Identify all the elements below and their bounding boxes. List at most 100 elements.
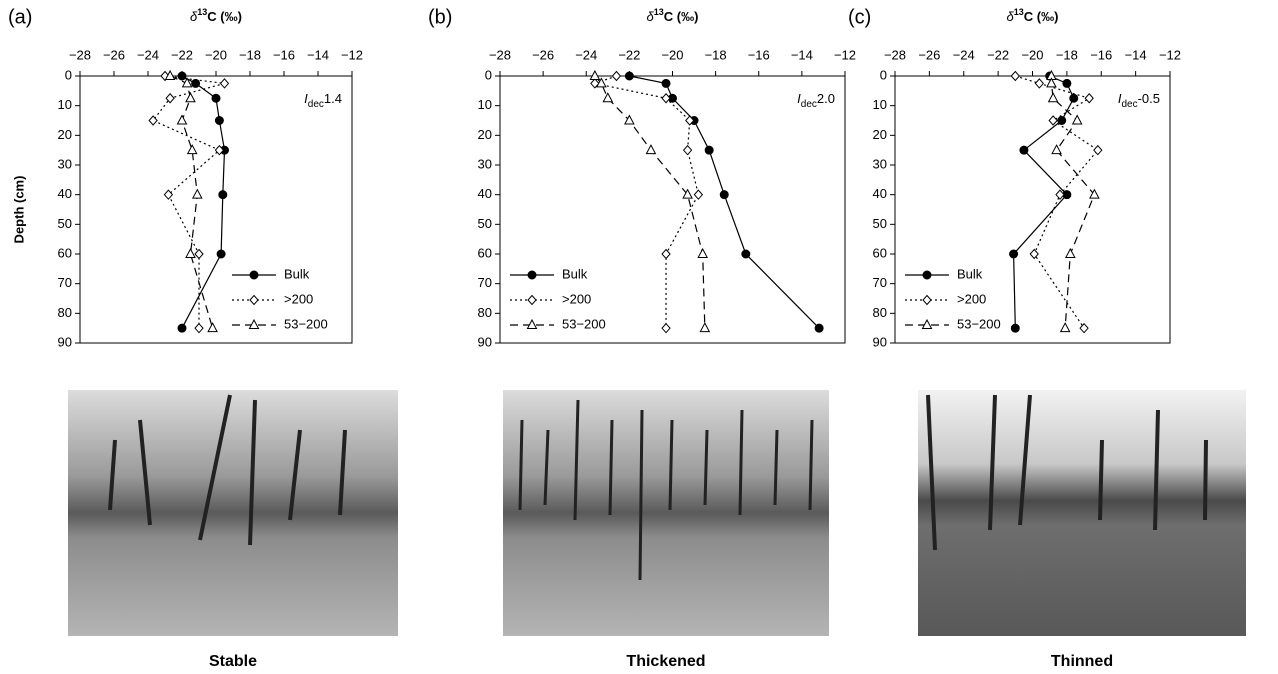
photo-caption: Thickened [626,653,705,670]
panel-label: (a) [8,6,32,28]
point [164,69,176,80]
point [1029,248,1039,260]
point [216,249,226,259]
y-tick-label: 80 [478,305,492,320]
y-tick-label: 70 [478,275,492,290]
point [661,92,671,104]
x-tick-label: −16 [748,47,770,62]
x-tick-label: −22 [171,47,193,62]
plot-frame [894,75,1171,344]
point [685,115,695,126]
point [177,71,187,81]
y-tick-label: 0 [880,67,887,82]
x-tick-label: −12 [834,47,856,62]
y-tick-label: 70 [873,275,887,290]
text-part: I [304,91,308,106]
y-tick-label: 40 [873,186,887,201]
point [1010,70,1020,82]
y-axis-title: Depth (cm) [11,176,26,244]
point [1010,323,1020,333]
point [218,190,228,200]
y-tick-label: 50 [478,216,492,231]
annotation: Idec1.4 [304,91,342,109]
point [181,77,193,88]
series-line [1050,76,1096,329]
x-tick-label: −18 [705,47,727,62]
x-tick-label: −12 [1159,47,1181,62]
y-tick-label: 20 [478,127,492,142]
point [596,77,607,88]
point [693,189,704,200]
point [165,92,175,104]
point [1057,116,1067,125]
point [1059,322,1071,333]
text-part: dec [801,99,817,110]
x-axis-title: δ13C (‰) [1007,7,1059,24]
y-tick-label: 80 [873,305,887,320]
legend-label: >200 [957,291,986,306]
y-tick-label: 90 [58,334,72,349]
x-tick-label: −14 [307,47,329,62]
point [176,114,188,125]
legend-label: 53−200 [284,316,328,331]
point [527,294,537,306]
annotation: Idec-0.5 [1118,91,1160,109]
point [1071,114,1083,125]
point [922,270,932,280]
text-part: C (‰) [1024,9,1059,24]
y-tick-label: 30 [58,156,72,171]
text-part: 13 [654,7,664,17]
photo-thinned [918,390,1246,636]
x-tick-label: −20 [1021,47,1043,62]
y-tick-label: 70 [58,275,72,290]
legend-label: >200 [284,291,313,306]
text-part: δ [190,9,198,24]
legend-label: 53−200 [957,316,1001,331]
point [177,323,187,333]
point [191,188,203,199]
plot-frame [499,75,846,344]
point [207,322,218,333]
annotation: Idec2.0 [797,91,835,109]
x-tick-label: −28 [489,47,511,62]
point [1079,322,1089,334]
y-tick-label: 10 [873,97,887,112]
point [249,294,259,306]
point [194,322,204,334]
point [1046,77,1057,88]
text-part: I [1118,91,1122,106]
point [1093,144,1103,156]
point [590,78,600,89]
series-line [152,75,225,329]
text-part: dec [308,99,324,110]
x-tick-label: −18 [1056,47,1078,62]
photo-stable [68,390,398,636]
point [219,78,230,89]
point [624,114,635,125]
y-tick-label: 40 [478,186,492,201]
point [682,144,693,156]
text-part: -0.5 [1138,91,1160,106]
point [1051,144,1062,155]
point [1047,92,1059,103]
series-line [169,75,214,329]
panel-label: (b) [428,6,452,28]
photo-caption: Thinned [1051,653,1113,670]
point [682,188,693,199]
y-tick-label: 20 [58,127,72,142]
y-tick-label: 40 [58,186,72,201]
point [248,318,260,329]
y-tick-label: 80 [58,305,72,320]
text-part: I [797,91,801,106]
point [194,248,204,260]
legend-label: 53−200 [562,316,606,331]
series-line [594,75,706,329]
point [1019,145,1029,155]
y-tick-label: 30 [478,156,492,171]
text-part: δ [647,9,655,24]
text-part: 13 [1014,7,1024,17]
legend-label: Bulk [284,266,310,281]
point [527,270,537,280]
point [185,247,196,258]
